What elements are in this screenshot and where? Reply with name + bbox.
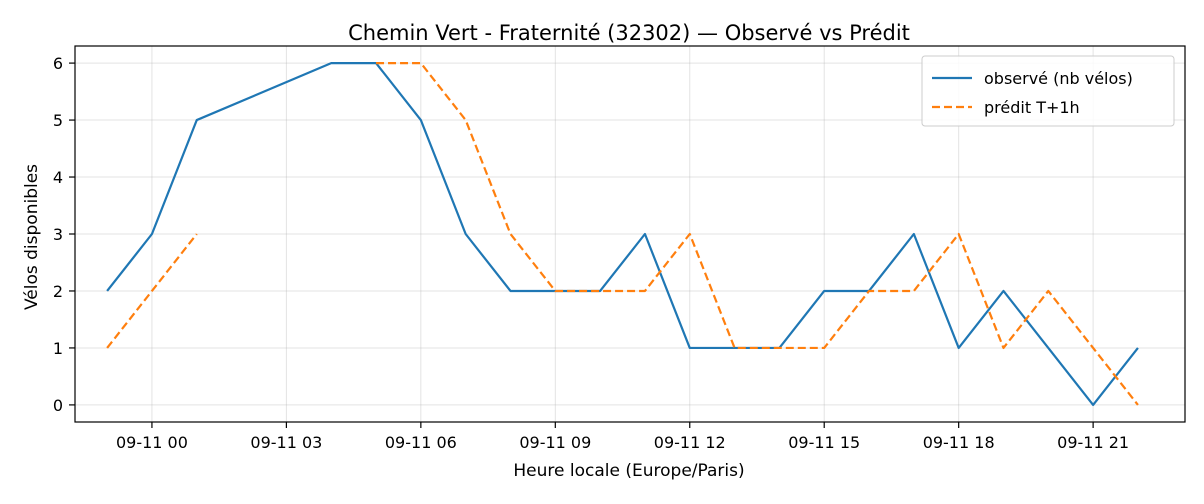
x-tick-label: 09-11 03 (250, 433, 322, 452)
x-axis-label: Heure locale (Europe/Paris) (513, 461, 744, 481)
legend-label-predit: prédit T+1h (984, 98, 1080, 117)
y-tick-label: 4 (53, 168, 63, 187)
x-tick-label: 09-11 18 (923, 433, 995, 452)
x-tick-label: 09-11 15 (788, 433, 860, 452)
series-line-observe (106, 61, 1139, 407)
legend-label-observe: observé (nb vélos) (984, 69, 1133, 88)
x-tick-label: 09-11 00 (116, 433, 188, 452)
y-tick-label: 3 (53, 225, 63, 244)
x-tick-label: 09-11 06 (385, 433, 457, 452)
legend-box (921, 55, 1175, 127)
x-axis-ticks: 09-11 00 09-11 03 09-11 06 09-11 09 09-11 12… (116, 422, 1129, 452)
x-tick-label: 09-11 12 (654, 433, 726, 452)
plot-lines (106, 61, 1139, 407)
x-tick-label: 09-11 21 (1057, 433, 1129, 452)
legend: observé (nb vélos) prédit T+1h (921, 55, 1175, 127)
y-tick-label: 2 (53, 282, 63, 301)
chart-title: Chemin Vert - Fraternité (32302) — Obser… (348, 21, 910, 45)
y-tick-label: 5 (53, 111, 63, 130)
y-tick-label: 6 (53, 54, 63, 73)
series-line-predit (106, 233, 198, 349)
series-line-predit (376, 61, 1139, 406)
y-axis-label: Vélos disponibles (22, 164, 42, 310)
y-axis-ticks: 0 1 2 3 4 5 6 (53, 54, 75, 415)
y-tick-label: 1 (53, 339, 63, 358)
y-tick-label: 0 (53, 396, 63, 415)
x-tick-label: 09-11 09 (519, 433, 591, 452)
